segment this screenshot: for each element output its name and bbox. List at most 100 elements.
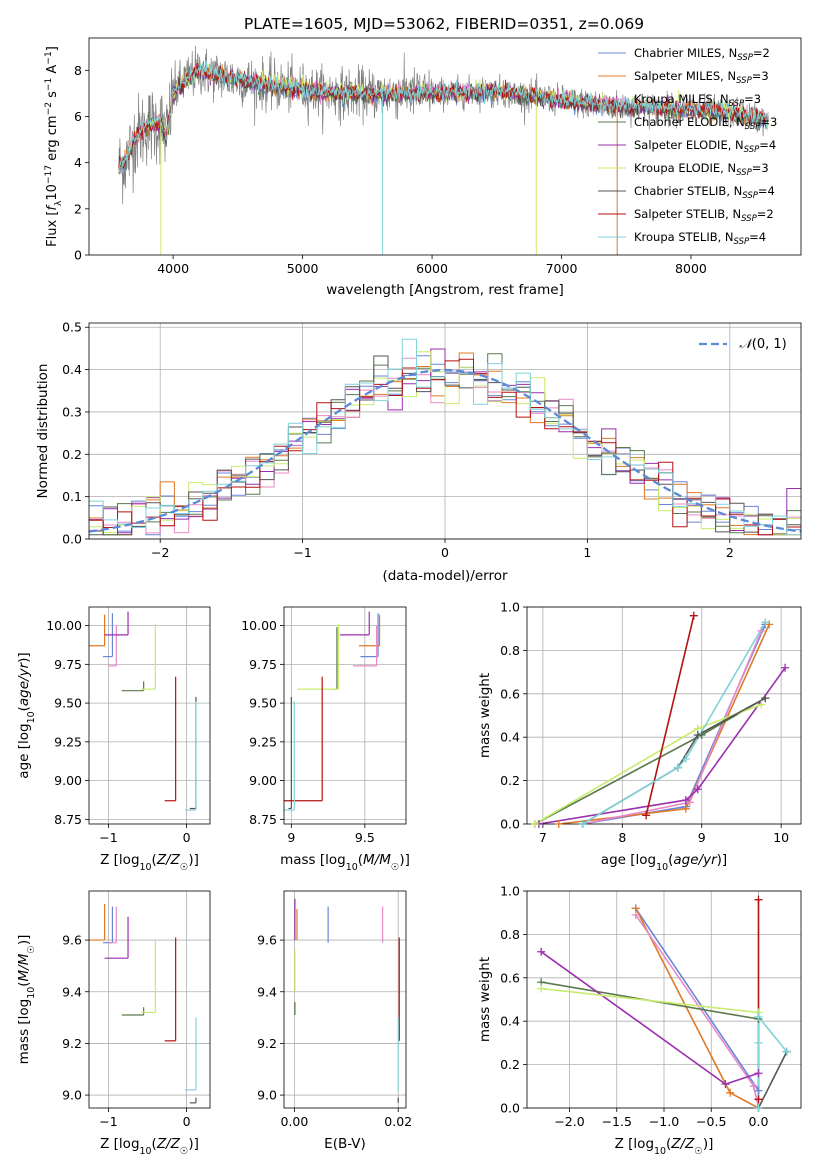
- weight-marker: [749, 1082, 758, 1091]
- y-tick-label: 1.0: [500, 600, 520, 615]
- x-axis-label: E(B-V): [324, 1136, 366, 1152]
- x-tick-label: 0: [183, 1114, 191, 1129]
- y-tick-label: 0.1: [62, 489, 82, 504]
- weight-marker: [754, 1104, 763, 1112]
- y-tick-label: 9.0: [257, 1088, 277, 1103]
- x-tick-label: 7000: [546, 261, 578, 276]
- axes-frame: [526, 606, 802, 825]
- weight-marker: [673, 763, 682, 772]
- legend-label: Chabrier MILES, NSSP=2: [634, 46, 770, 63]
- x-tick-label: 10: [773, 830, 789, 845]
- panel-residuals: −2 −1 0 1 2 0.0 0.1 0.2 0.3 0.4 0.5 𝒩(0, 1) (data-mo…: [35, 320, 802, 584]
- x-tick-label: −0.5: [696, 1114, 726, 1129]
- weight-line: [635, 907, 760, 1092]
- y-tick-label: 2: [74, 201, 82, 216]
- weight-marker: [578, 820, 587, 828]
- x-axis-label: Z [log10(Z/Z☉)]: [100, 852, 199, 873]
- weight-marker: [689, 611, 698, 620]
- axes-frame: [88, 606, 211, 825]
- histogram-step: [89, 355, 801, 536]
- y-tick-label: 1.0: [500, 884, 520, 899]
- weight-marker: [681, 804, 690, 813]
- x-axis-label: Z [log10(Z/Z☉)]: [100, 1136, 199, 1157]
- y-tick-label: 0.2: [62, 447, 82, 462]
- weight-marker: [754, 1069, 763, 1078]
- panel-weight_vs_age: 7 8 9 10 0.0 0.2 0.4 0.6 0.8 1.0 age [log10(age/yr…: [477, 600, 802, 873]
- y-axis-label: mass weight: [477, 957, 493, 1042]
- weight-marker: [782, 1047, 791, 1056]
- weight-marker: [631, 910, 640, 919]
- weight-marker: [530, 820, 539, 828]
- x-tick-label: −1: [293, 545, 311, 560]
- weight-marker: [754, 1086, 763, 1095]
- y-tick-label: 8.75: [249, 812, 277, 827]
- weight-marker: [754, 895, 763, 904]
- weight-marker: [761, 694, 770, 703]
- panel-spectrum: 4000 5000 6000 7000 8000 0 2 4 6 8 Chabrier MILES,…: [44, 37, 802, 298]
- weight-marker: [754, 1095, 763, 1104]
- plot-area: [89, 903, 197, 1104]
- y-tick-label: 0.4: [62, 362, 82, 377]
- x-tick-label: 0.0: [749, 1114, 769, 1129]
- y-tick-label: 8.75: [54, 812, 82, 827]
- plot-area: [284, 611, 381, 811]
- x-tick-label: 0: [441, 545, 449, 560]
- y-tick-label: 0: [74, 248, 82, 263]
- x-tick-label: 8000: [675, 261, 707, 276]
- y-tick-label: 0.8: [500, 927, 520, 942]
- x-tick-label: 2: [726, 545, 734, 560]
- x-tick-label: −1: [99, 830, 117, 845]
- plot-area: [89, 611, 197, 811]
- y-tick-label: 0.2: [500, 1057, 520, 1072]
- x-tick-label: 9: [698, 830, 706, 845]
- y-tick-label: 0.5: [62, 320, 82, 335]
- legend-label: Salpeter MILES, NSSP=3: [634, 69, 769, 86]
- axes-frame: [283, 890, 407, 1109]
- y-tick-label: 0.0: [500, 1101, 520, 1116]
- y-tick-label: 9.75: [249, 657, 277, 672]
- plot-area: [294, 898, 400, 1103]
- axes-frame: [88, 890, 211, 1109]
- panel-mass_vs_z: −1 0 9.0 9.2 9.4 9.6 Z [log10(Z/Z☉)] mass [log1…: [16, 890, 211, 1157]
- x-tick-label: 0: [183, 830, 191, 845]
- weight-marker: [721, 1080, 730, 1089]
- histogram-step: [89, 351, 801, 536]
- weight-line: [757, 1051, 788, 1108]
- spectrum-legend: Chabrier MILES, NSSP=2 Salpeter MILES, NS…: [598, 46, 777, 247]
- x-tick-label: −2: [151, 545, 169, 560]
- spectrum-model-line: [118, 61, 769, 172]
- y-tick-label: 9.50: [54, 696, 82, 711]
- x-axis-label: mass [log10(M/M☉)]: [280, 852, 410, 873]
- x-tick-label: −2.0: [554, 1114, 584, 1129]
- legend-label: Kroupa STELIB, NSSP=4: [634, 230, 766, 247]
- legend-label: 𝒩(0, 1): [739, 337, 786, 352]
- x-axis-label: age [log10(age/yr)]: [601, 852, 727, 873]
- x-tick-label: 4000: [157, 261, 189, 276]
- weight-marker: [554, 820, 563, 828]
- y-tick-label: 9.25: [54, 734, 82, 749]
- y-tick-label: 0.0: [500, 817, 520, 832]
- weight-marker: [754, 1038, 763, 1047]
- weight-marker: [757, 700, 766, 709]
- axes-frame: [283, 606, 407, 825]
- panel-weight_vs_z: −2.0 −1.5 −1.0 −0.5 0.0 0.0 0.2 0.4 0.6 0.8 1.0 Z […: [477, 884, 802, 1157]
- y-tick-label: 10.00: [241, 618, 277, 633]
- x-tick-label: −1: [99, 1114, 117, 1129]
- x-tick-label: 5000: [287, 261, 319, 276]
- y-tick-label: 9.4: [257, 984, 277, 999]
- y-tick-label: 9.00: [54, 773, 82, 788]
- x-tick-label: 9: [287, 830, 295, 845]
- plot-area: [118, 45, 769, 255]
- y-tick-label: 10.00: [46, 618, 82, 633]
- y-axis-label: Flux [fλ10−17 erg cm−2 s−1 A−1]: [44, 46, 64, 247]
- weight-line: [582, 621, 766, 824]
- x-axis-label: (data-model)/error: [382, 568, 508, 584]
- panel-age_vs_z: −1 0 8.75 9.00 9.25 9.50 9.75 10.00 Z [log10(Z/Z…: [16, 606, 211, 873]
- legend-label: Kroupa ELODIE, NSSP=3: [634, 161, 769, 178]
- grid: [89, 607, 210, 824]
- y-tick-label: 9.50: [249, 696, 277, 711]
- x-tick-label: 1: [583, 545, 591, 560]
- y-tick-label: 9.6: [257, 933, 277, 948]
